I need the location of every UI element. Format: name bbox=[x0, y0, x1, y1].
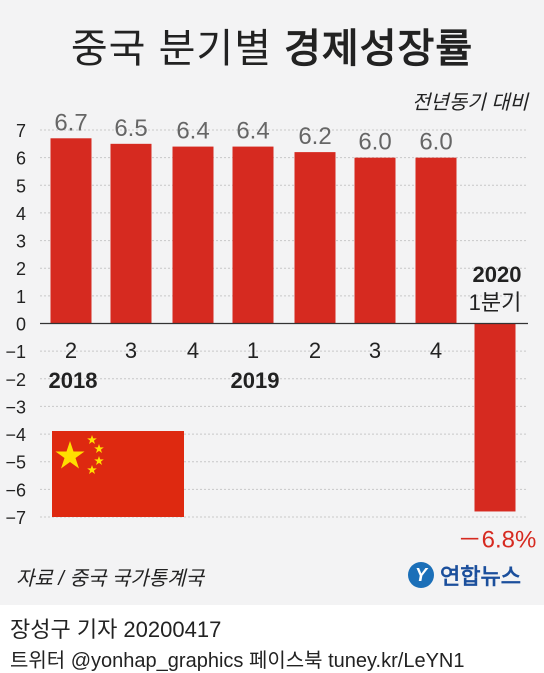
year-label: 2020 bbox=[473, 262, 522, 287]
y-tick-label: −1 bbox=[5, 342, 26, 362]
chart-title: 중국 분기별 경제성장률 bbox=[0, 16, 544, 74]
y-tick-label: 0 bbox=[16, 315, 26, 335]
year-label: 2019 bbox=[231, 368, 280, 393]
flag-big-star-icon bbox=[55, 441, 85, 469]
x-tick-label: 3 bbox=[369, 338, 381, 363]
bar bbox=[50, 138, 92, 324]
year-label: 2018 bbox=[49, 368, 98, 393]
x-tick-label: 1분기 bbox=[469, 290, 522, 315]
x-tick-label: 1 bbox=[247, 338, 259, 363]
yonhap-logo: Y 연합뉴스 bbox=[408, 559, 521, 591]
bar bbox=[110, 143, 152, 324]
y-tick-label: 1 bbox=[16, 287, 26, 307]
flag-small-star-icon bbox=[87, 435, 97, 444]
x-tick-label: 2 bbox=[65, 338, 77, 363]
title-bold: 경제성장률 bbox=[284, 27, 474, 71]
y-tick-label: −4 bbox=[5, 425, 26, 445]
y-tick-label: −5 bbox=[5, 453, 26, 473]
yonhap-logo-icon: Y bbox=[408, 562, 434, 588]
y-tick-label: −7 bbox=[5, 508, 26, 528]
data-label: 6.0 bbox=[419, 129, 452, 156]
bar bbox=[294, 152, 336, 324]
chart-card: 중국 분기별 경제성장률 전년동기 대비 −7 −6 −5 −4 −3 −2 −1 0 1 2 3 4… bbox=[0, 0, 544, 605]
data-label: 6.2 bbox=[298, 123, 331, 150]
x-tick-label: 3 bbox=[125, 338, 137, 363]
flag-small-star-icon bbox=[87, 465, 97, 474]
bar bbox=[232, 146, 274, 324]
y-tick-label: −2 bbox=[5, 370, 26, 390]
bar bbox=[415, 157, 457, 324]
y-tick-label: −3 bbox=[5, 397, 26, 417]
y-tick-label: 2 bbox=[16, 259, 26, 279]
yonhap-logo-text: 연합뉴스 bbox=[440, 564, 521, 589]
y-tick-label: 6 bbox=[16, 149, 26, 169]
data-label: 6.0 bbox=[358, 129, 391, 156]
source-note: 자료 / 중국 국가통계국 bbox=[16, 568, 204, 590]
data-label: 6.7 bbox=[54, 109, 87, 136]
data-label: 6.5 bbox=[114, 115, 147, 142]
byline: 장성구 기자 20200417 bbox=[10, 617, 222, 642]
china-flag bbox=[52, 431, 184, 517]
chart-subtitle: 전년동기 대비 bbox=[412, 92, 528, 114]
bar bbox=[354, 157, 396, 324]
flag-small-star-icon bbox=[94, 444, 104, 453]
title-light: 중국 분기별 bbox=[70, 27, 272, 71]
y-tick-label: 4 bbox=[16, 204, 26, 224]
data-label: －6.8% bbox=[458, 526, 537, 553]
y-tick-label: −6 bbox=[5, 480, 26, 500]
flag-small-star-icon bbox=[94, 456, 104, 465]
y-tick-label: 3 bbox=[16, 232, 26, 252]
bar bbox=[172, 146, 214, 324]
x-tick-label: 4 bbox=[430, 338, 442, 363]
y-tick-label: 5 bbox=[16, 176, 26, 196]
x-tick-label: 2 bbox=[309, 338, 321, 363]
bar bbox=[474, 323, 516, 512]
x-tick-label: 4 bbox=[187, 338, 199, 363]
data-label: 6.4 bbox=[176, 118, 209, 145]
data-label: 6.4 bbox=[236, 118, 269, 145]
social-links: 트위터 @yonhap_graphics 페이스북 tuney.kr/LeYN1 bbox=[10, 650, 465, 672]
y-tick-label: 7 bbox=[16, 121, 26, 141]
